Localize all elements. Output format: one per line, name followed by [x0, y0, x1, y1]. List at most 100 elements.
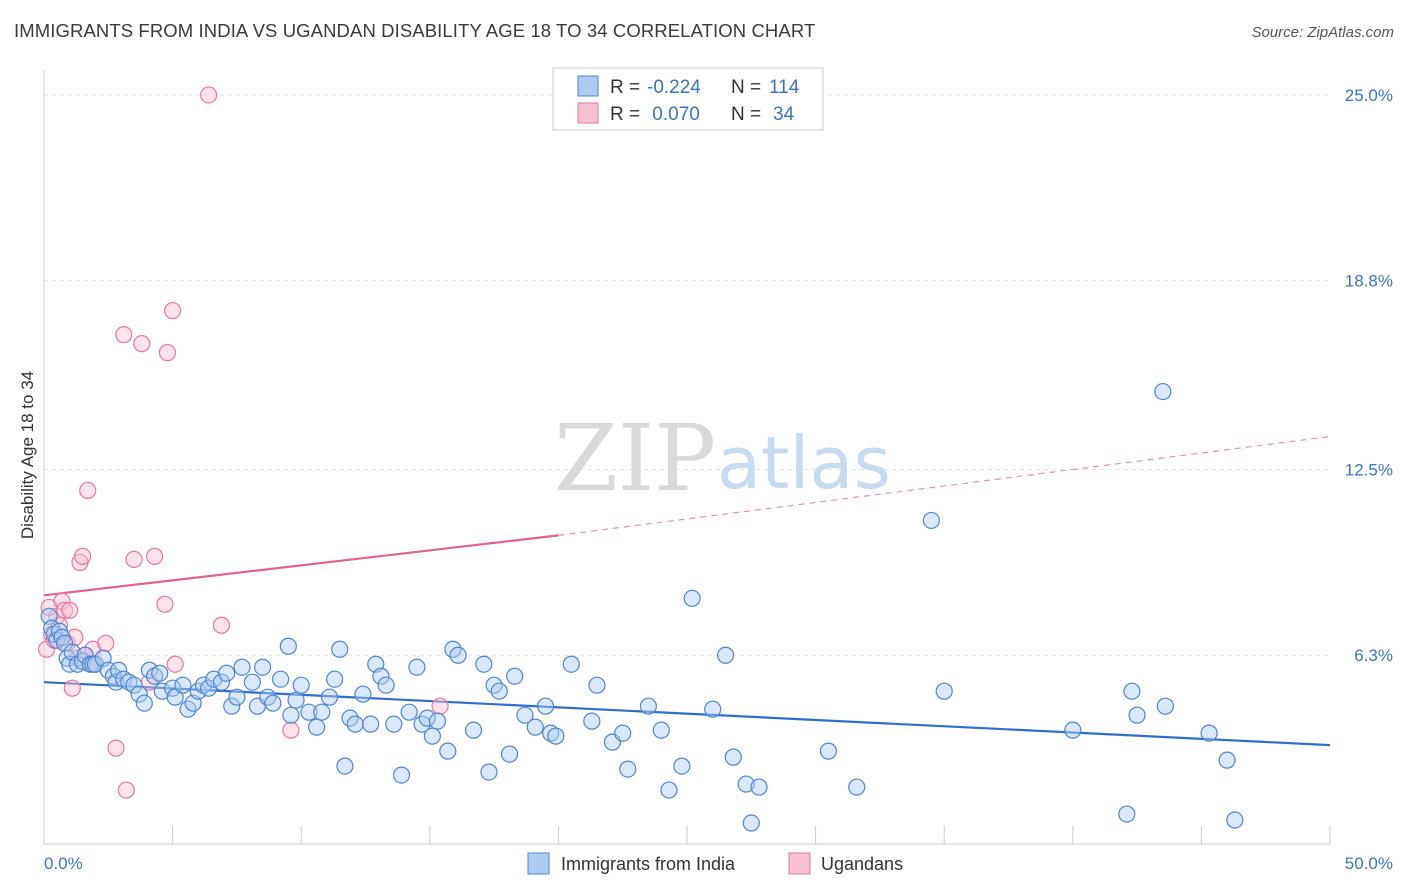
- india-point: [614, 724, 632, 742]
- india-point: [418, 709, 436, 727]
- india-point: [1118, 805, 1136, 823]
- uganda-r-value: 0.070: [647, 104, 700, 125]
- india-point: [500, 745, 519, 763]
- ugandans-point: [79, 481, 97, 500]
- india-point: [194, 676, 213, 694]
- india-point: [547, 727, 565, 745]
- india-point: [742, 814, 760, 832]
- ugandans-point: [431, 697, 449, 715]
- india-point: [145, 667, 164, 685]
- india-point: [336, 757, 354, 775]
- india-point: [354, 685, 372, 703]
- india-point: [320, 688, 339, 706]
- india-point: [120, 673, 138, 691]
- india-point: [1200, 724, 1218, 742]
- india-point: [331, 640, 349, 658]
- india-point: [218, 664, 236, 682]
- india-point: [272, 670, 290, 688]
- axes: [43, 70, 1331, 845]
- ugandans-point: [156, 595, 174, 613]
- india-point: [480, 763, 498, 781]
- india-point: [385, 715, 403, 733]
- uganda-series-label: Ugandans: [821, 854, 903, 874]
- india-point: [346, 715, 364, 733]
- ugandans-point: [55, 601, 74, 619]
- watermark: ZIP atlas: [554, 405, 891, 512]
- india-point: [439, 742, 457, 760]
- grid-lines: [44, 94, 1330, 656]
- ugandans-point: [158, 344, 177, 362]
- uganda-n-value: 34: [773, 104, 795, 125]
- india-r-label: R =: [610, 77, 640, 98]
- india-point: [922, 511, 940, 530]
- uganda-legend-swatch: [577, 102, 599, 124]
- india-point: [737, 775, 755, 793]
- india-point: [400, 703, 418, 721]
- india-point: [264, 694, 282, 712]
- india-n-value: 114: [769, 77, 800, 98]
- series-legend: Immigrants from India Ugandans: [527, 852, 903, 875]
- india-point: [243, 673, 261, 691]
- india-point: [619, 760, 637, 778]
- india-point: [536, 697, 555, 715]
- source-label: Source: ZipAtlas.com: [1251, 24, 1394, 41]
- india-point: [308, 718, 326, 736]
- india-n-label: N =: [731, 77, 761, 98]
- india-point: [151, 664, 169, 682]
- india-trend-segment: [43, 681, 1331, 747]
- india-legend-swatch: [577, 75, 599, 97]
- india-point: [300, 703, 318, 721]
- india-point: [228, 688, 246, 706]
- y-tick-label: 18.8%: [1345, 272, 1393, 291]
- india-point: [562, 655, 580, 673]
- ugandans-point: [166, 655, 184, 673]
- india-point: [166, 688, 184, 706]
- ugandans-trend-solid: [43, 534, 559, 597]
- india-point: [542, 724, 560, 742]
- india-point: [279, 637, 297, 655]
- india-point: [115, 670, 133, 688]
- india-point: [673, 757, 691, 775]
- ugandans-trend-line: [43, 435, 1331, 597]
- india-point: [287, 691, 305, 709]
- india-point: [449, 646, 467, 664]
- india-point: [1128, 706, 1146, 724]
- chart-title: IMMIGRANTS FROM INDIA VS UGANDAN DISABIL…: [14, 20, 816, 41]
- ugandans-point: [200, 86, 218, 104]
- uganda-r-label: R =: [610, 104, 640, 125]
- ugandans-point: [125, 550, 143, 568]
- india-point: [639, 697, 658, 715]
- india-point: [174, 676, 192, 694]
- india-point: [1064, 721, 1082, 739]
- india-point: [490, 682, 508, 700]
- india-point: [660, 781, 678, 799]
- stats-legend: R = -0.224 N = 114 R = 0.070 N = 34: [552, 67, 824, 131]
- india-point: [392, 766, 411, 784]
- india-point: [109, 661, 128, 679]
- india-point: [750, 778, 768, 796]
- india-point: [1154, 382, 1172, 401]
- india-point: [464, 721, 483, 739]
- india-point: [125, 676, 143, 694]
- india-point: [233, 658, 251, 676]
- uganda-series-swatch: [788, 852, 811, 875]
- uganda-n-label: N =: [731, 104, 761, 125]
- india-point: [135, 694, 153, 712]
- india-point: [526, 718, 544, 736]
- india-point: [408, 658, 426, 676]
- india-point: [704, 700, 722, 718]
- india-point: [652, 721, 670, 739]
- india-point: [428, 712, 447, 730]
- india-point: [506, 667, 524, 685]
- india-point: [819, 742, 838, 760]
- india-point: [223, 697, 241, 715]
- india-point: [683, 589, 701, 607]
- watermark-atlas: atlas: [717, 421, 891, 505]
- india-series-swatch: [527, 852, 550, 875]
- ugandans-point: [164, 302, 182, 320]
- india-point: [313, 703, 331, 721]
- ugandans-point: [212, 616, 231, 634]
- india-point: [588, 676, 606, 694]
- india-point: [423, 727, 441, 745]
